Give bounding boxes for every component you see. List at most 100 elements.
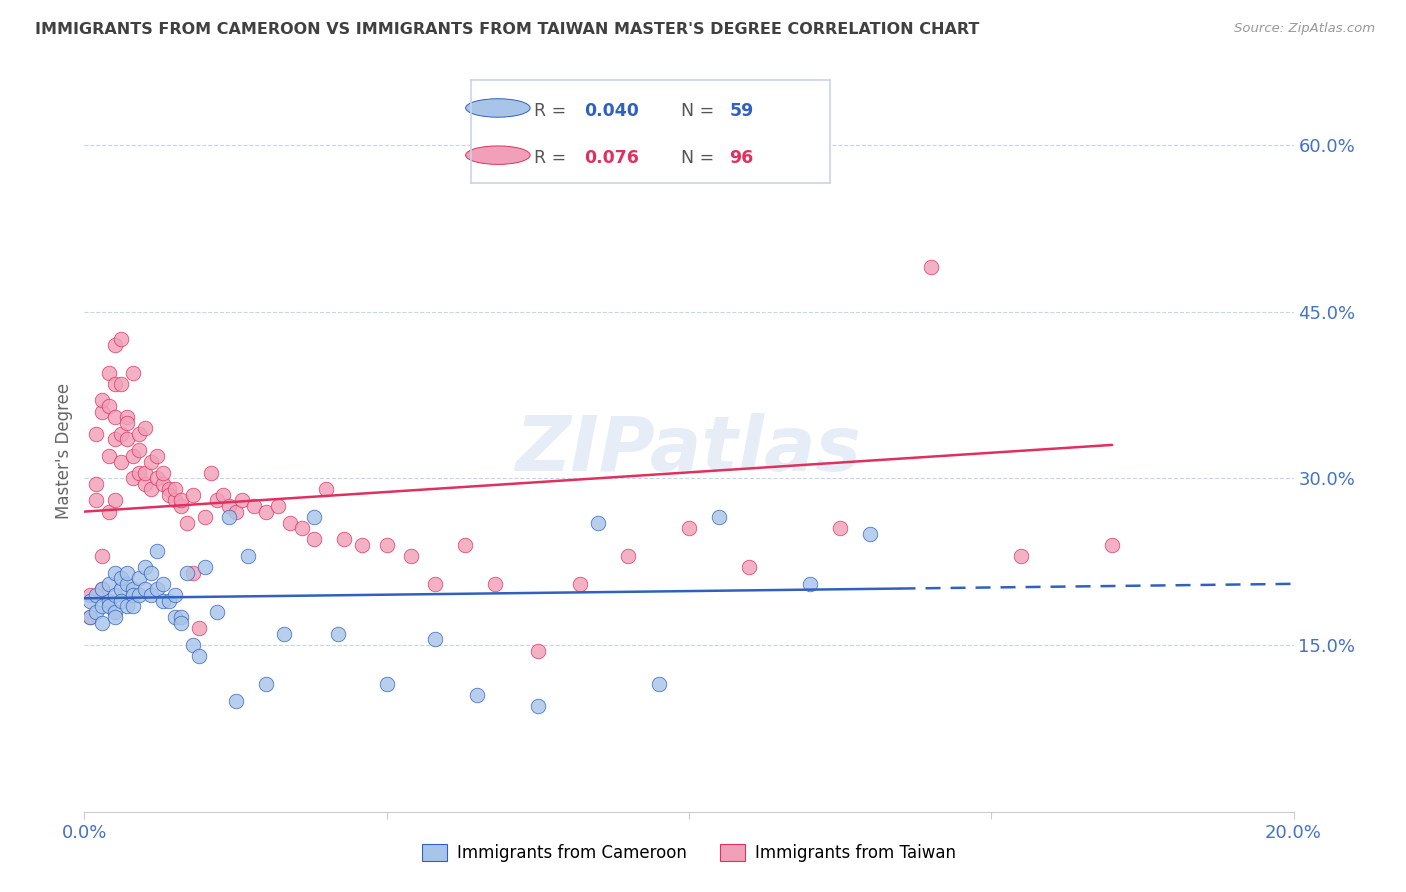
Point <box>218 499 240 513</box>
Point <box>212 488 235 502</box>
Point <box>165 588 187 602</box>
Point <box>121 582 143 597</box>
Text: ZIPatlas: ZIPatlas <box>516 414 862 487</box>
Point <box>152 577 174 591</box>
Point <box>152 593 174 607</box>
Point <box>134 582 156 597</box>
Point <box>104 493 127 508</box>
Point <box>104 410 127 425</box>
Point <box>231 493 253 508</box>
Text: R =: R = <box>534 149 571 167</box>
Point <box>799 577 821 591</box>
Point <box>97 577 120 591</box>
Point <box>181 566 204 580</box>
Point <box>375 677 398 691</box>
Point <box>97 593 120 607</box>
Point <box>115 416 138 430</box>
Point <box>423 632 446 647</box>
Point <box>273 627 295 641</box>
Point <box>86 605 108 619</box>
Point <box>423 577 446 591</box>
Point <box>170 610 193 624</box>
Point <box>146 471 169 485</box>
Point <box>134 421 156 435</box>
Text: IMMIGRANTS FROM CAMEROON VS IMMIGRANTS FROM TAIWAN MASTER'S DEGREE CORRELATION C: IMMIGRANTS FROM CAMEROON VS IMMIGRANTS F… <box>35 22 980 37</box>
Point <box>152 466 174 480</box>
Point <box>152 476 174 491</box>
Point <box>375 538 398 552</box>
Point <box>121 588 143 602</box>
Point <box>128 443 150 458</box>
Point <box>115 433 138 447</box>
Text: 96: 96 <box>730 149 754 167</box>
Point <box>467 688 489 702</box>
Point <box>399 549 422 563</box>
Point <box>176 566 198 580</box>
Text: R =: R = <box>534 102 571 120</box>
Circle shape <box>465 99 530 117</box>
Text: 0.076: 0.076 <box>583 149 638 167</box>
Point <box>128 571 150 585</box>
Point <box>188 649 211 664</box>
Point <box>830 521 852 535</box>
Point <box>1011 549 1033 563</box>
Point <box>104 610 127 624</box>
Point <box>170 499 193 513</box>
Point <box>165 493 187 508</box>
Y-axis label: Master's Degree: Master's Degree <box>55 383 73 518</box>
Point <box>115 410 138 425</box>
Point <box>97 449 120 463</box>
Point <box>267 499 290 513</box>
Text: 0.040: 0.040 <box>583 102 638 120</box>
Point <box>315 483 337 497</box>
Point <box>176 516 198 530</box>
Point <box>146 449 169 463</box>
Point <box>115 566 138 580</box>
Point <box>104 433 127 447</box>
Point <box>86 588 108 602</box>
Point <box>91 599 114 613</box>
Point <box>104 605 127 619</box>
Point <box>181 488 204 502</box>
Point <box>121 471 143 485</box>
Point <box>91 615 114 630</box>
Point <box>254 677 277 691</box>
Point <box>170 615 193 630</box>
Point <box>207 493 229 508</box>
Point <box>617 549 640 563</box>
Point <box>139 483 162 497</box>
Point <box>242 499 264 513</box>
Text: N =: N = <box>681 102 720 120</box>
Point <box>278 516 301 530</box>
Point <box>146 582 169 597</box>
Point <box>121 599 143 613</box>
Point <box>225 693 247 707</box>
Point <box>97 599 120 613</box>
Point <box>194 510 217 524</box>
Point <box>218 510 240 524</box>
Point <box>170 493 193 508</box>
Point <box>121 366 143 380</box>
Point <box>200 466 222 480</box>
Point <box>79 593 101 607</box>
Point <box>352 538 374 552</box>
Point <box>1101 538 1123 552</box>
Point <box>128 426 150 441</box>
Point <box>97 399 120 413</box>
Point <box>302 533 325 547</box>
Point <box>104 376 127 391</box>
Point <box>128 466 150 480</box>
Point <box>484 577 506 591</box>
Point <box>139 454 162 468</box>
Point <box>236 549 259 563</box>
Point <box>134 476 156 491</box>
Point <box>91 582 114 597</box>
Point <box>110 426 132 441</box>
Point <box>328 627 350 641</box>
Point <box>157 593 180 607</box>
Point <box>738 560 761 574</box>
Point <box>91 582 114 597</box>
Point <box>194 560 217 574</box>
Point <box>115 577 138 591</box>
Point <box>157 483 180 497</box>
